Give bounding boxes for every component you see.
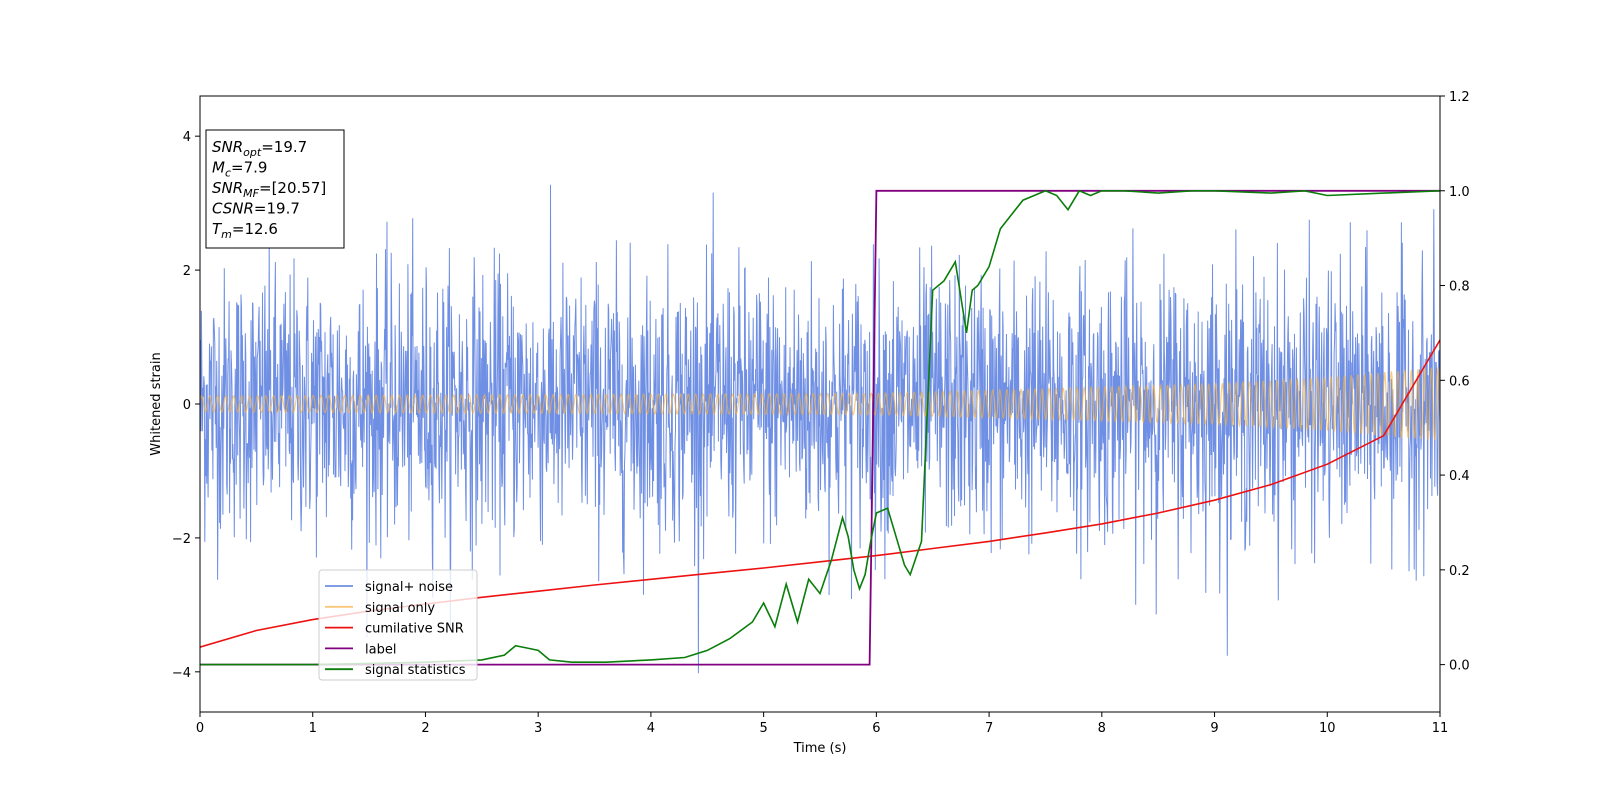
x-tick-label: 10 <box>1319 721 1336 736</box>
y-tick-label: −4 <box>172 666 191 681</box>
x-tick-label: 3 <box>534 721 542 736</box>
info-subscript: opt <box>243 146 262 159</box>
y-axis-ticks: −4 −2 0 2 4 <box>172 130 200 681</box>
info-subscript: MF <box>243 187 259 200</box>
info-box-line: Tm=12.6 <box>212 220 278 241</box>
info-box-line: Mc=7.9 <box>212 159 267 180</box>
y2-tick-label: 1.0 <box>1449 185 1470 200</box>
legend-entry-label: cumilative SNR <box>365 622 464 637</box>
info-value: =19.7 <box>254 200 300 218</box>
y2-tick-label: 0.2 <box>1449 564 1470 579</box>
info-box-frame <box>205 129 345 249</box>
legend-entry-label: signal only <box>365 601 435 616</box>
info-value: =7.9 <box>231 159 267 177</box>
info-value: =19.7 <box>261 138 307 156</box>
x-tick-label: 6 <box>872 721 880 736</box>
y2-tick-label: 0.4 <box>1449 469 1470 484</box>
info-box: SNRopt=19.7Mc=7.9SNRMF=[20.57]CSNR=19.7T… <box>205 129 345 249</box>
legend-frame <box>318 569 478 681</box>
legend-entry-label: signal+ noise <box>365 580 453 595</box>
x-tick-label: 2 <box>421 721 429 736</box>
y-tick-label: −2 <box>172 532 191 547</box>
info-value: =[20.57] <box>259 179 326 197</box>
info-subscript: c <box>225 167 231 180</box>
y2-tick-label: 0.6 <box>1449 374 1470 389</box>
series-signal-only <box>200 367 1440 441</box>
legend-entry-label: signal statistics <box>365 663 466 678</box>
info-box-line: CSNR=19.7 <box>212 200 300 218</box>
y2-tick-label: 0.0 <box>1449 659 1470 674</box>
y-tick-label: 2 <box>183 264 191 279</box>
y-tick-label: 4 <box>183 130 191 145</box>
x-tick-label: 0 <box>196 721 204 736</box>
series-label <box>200 189 1440 666</box>
info-box-line: SNRopt=19.7 <box>212 138 307 159</box>
x-axis-ticks: 0 1 2 3 4 5 6 7 8 9 10 11 <box>196 712 1448 736</box>
series-signal-statistics <box>200 189 1440 666</box>
secondary-y-axis-ticks: 0.0 0.2 0.4 0.6 0.8 1.0 1.2 <box>1440 90 1470 674</box>
x-tick-label: 5 <box>759 721 767 736</box>
y-axis-label: Whitened strain <box>149 352 164 455</box>
series-signal-plus-noise <box>200 184 1440 674</box>
info-symbol: SNR <box>212 179 243 197</box>
legend-entry-label: label <box>365 642 396 657</box>
info-symbol: M <box>212 159 225 177</box>
y2-tick-label: 1.2 <box>1449 90 1470 105</box>
x-tick-label: 9 <box>1210 721 1218 736</box>
info-symbol: CSNR <box>212 200 254 218</box>
info-symbol: T <box>212 220 223 238</box>
x-tick-label: 7 <box>985 721 993 736</box>
y2-tick-label: 0.8 <box>1449 280 1470 295</box>
x-tick-label: 8 <box>1098 721 1106 736</box>
info-box-line: SNRMF=[20.57] <box>212 179 326 200</box>
x-tick-label: 11 <box>1432 721 1449 736</box>
y-tick-label: 0 <box>183 398 191 413</box>
x-tick-label: 1 <box>309 721 317 736</box>
x-axis-label: Time (s) <box>793 741 847 756</box>
info-symbol: SNR <box>212 138 243 156</box>
info-subscript: m <box>221 228 232 241</box>
info-value: =12.6 <box>232 220 278 238</box>
x-tick-label: 4 <box>647 721 655 736</box>
legend: signal+ noise signal only cumilative SNR la… <box>318 569 478 681</box>
